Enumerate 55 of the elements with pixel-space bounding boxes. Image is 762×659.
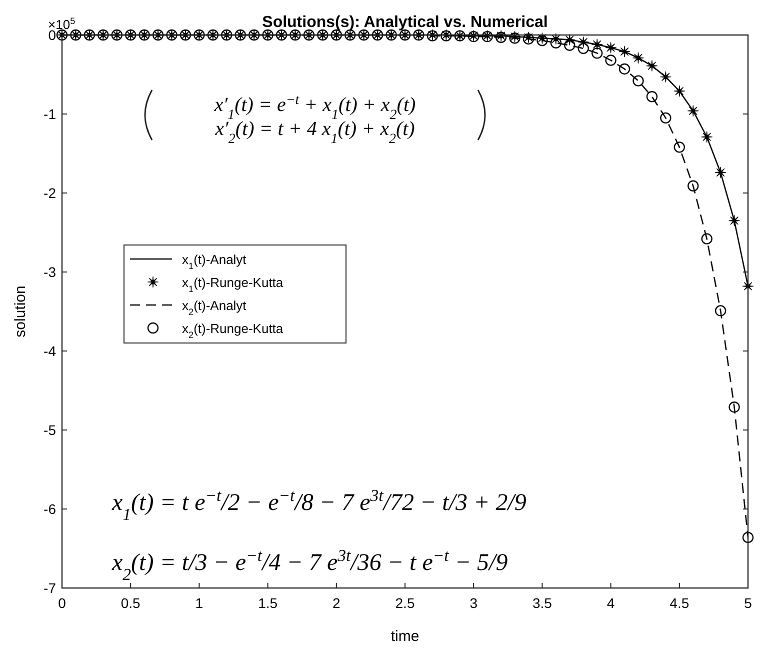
text: x$_{1}$(t) = t e$^{−t}$/2 − e$^{−t}$/8 − 7 e$^{3t}$/72 − t/3 + 2/9 [112,486,526,524]
y-tick-label: -3 [44,264,56,280]
x-tick-label: 2 [332,595,340,611]
point [714,305,726,316]
chart-title: Solutions(s): Analytical vs. Numerical [262,14,548,31]
point [714,166,726,178]
x-tick-label: 2.5 [395,595,415,611]
x-tick-label: 3.5 [532,595,552,611]
x-axis-title: time [390,628,420,645]
point [688,180,699,192]
legend-label: x$_{2}$(t)-Analyt [182,298,247,317]
point [674,85,686,97]
point [618,46,630,58]
point [550,37,562,48]
point [618,63,630,75]
y-tick-label: 0 [48,27,56,43]
y-axis-title: solution [12,286,29,338]
x-tick-label: 4.5 [670,595,690,611]
point [646,60,658,72]
point [578,42,589,54]
y-tick-label: -4 [44,343,56,359]
point [728,214,740,226]
point [701,131,713,143]
y-tick-label: -2 [44,185,56,201]
x-tick-label: 4 [606,595,615,611]
point [701,233,712,244]
point [605,42,617,54]
legend-label: x$_{1}$(t)-Runge-Kutta [182,275,284,294]
point [632,52,644,64]
point [591,48,603,59]
x-tick-label: 0.5 [120,595,141,611]
text: x$_{2}$(t) = t/3 − e$^{−t}$/4 − 7 e$^{3t}$/36 − t e$^{−t}$ − 5/9 [112,546,508,584]
point [742,532,754,544]
point [660,112,672,124]
x-tick-label: 1.5 [258,595,278,611]
legend-label: x$_{1}$(t)-Analyt [182,252,247,271]
x-tick-label: 0 [58,595,66,611]
point [674,142,685,153]
y-tick-label: -7 [44,580,56,596]
point [632,75,644,86]
point [660,71,672,83]
point [591,38,603,50]
x-tick-label: 1 [195,595,204,611]
x-tick-label: 5 [744,595,752,611]
y-tick-label: -5 [44,422,56,438]
point [564,40,576,51]
legend-label: x$_{2}$(t)-Runge-Kutta [182,321,284,340]
point [646,91,658,102]
point [728,401,740,413]
y-tick-label: -6 [44,501,56,517]
y-tick-label: -1 [44,106,56,122]
point [687,105,699,117]
point [605,54,616,66]
point [536,34,548,46]
x-tick-label: 3 [470,595,478,611]
